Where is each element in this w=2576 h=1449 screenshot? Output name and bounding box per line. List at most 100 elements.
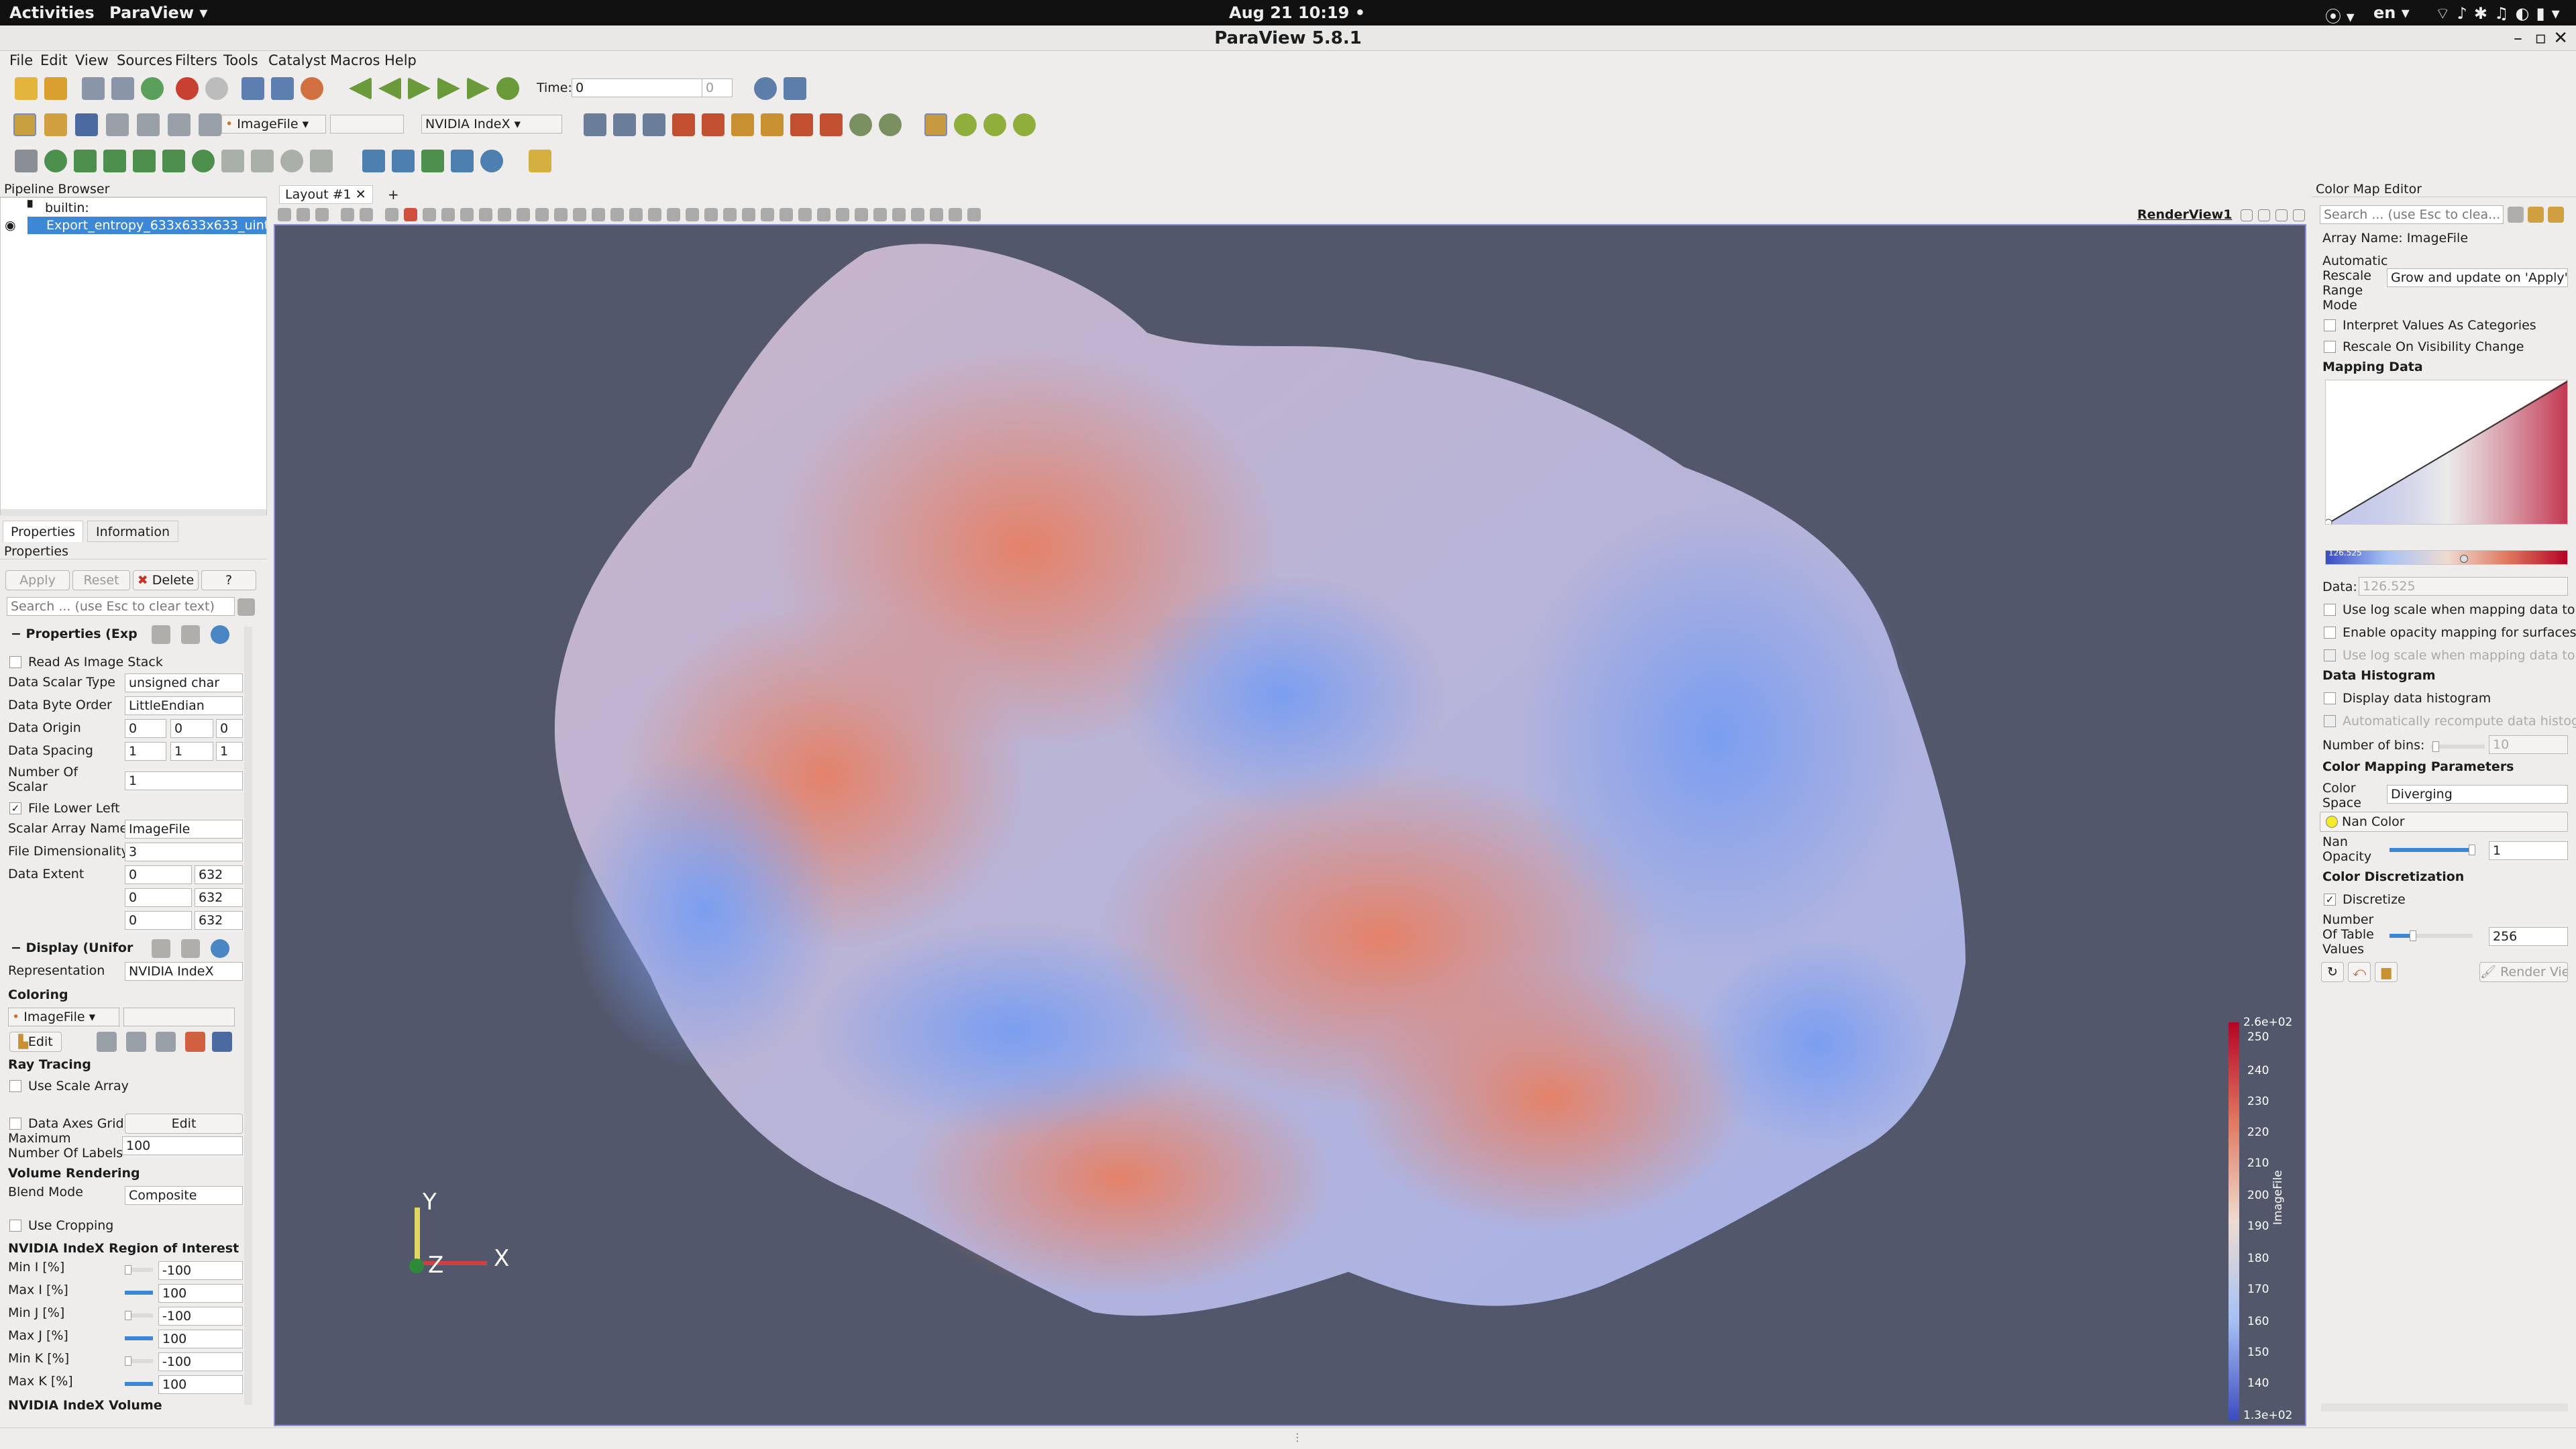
open-file-icon[interactable] (15, 77, 38, 100)
nan-opacity-input[interactable]: 1 (2489, 841, 2568, 860)
maximize-button[interactable]: ▫ (2534, 28, 2546, 48)
edit-icon[interactable] (421, 150, 444, 172)
color-by-select[interactable]: • ImageFile ▾ (221, 115, 326, 133)
roi-max-k-input[interactable]: 100 (158, 1375, 243, 1394)
pipeline-builtin[interactable]: builtin: (45, 201, 89, 215)
paste-icon[interactable] (181, 625, 200, 644)
view-toolbar-icon[interactable] (780, 208, 793, 221)
clip-icon[interactable] (74, 150, 97, 172)
connect-icon[interactable] (141, 77, 164, 100)
view-toolbar-icon[interactable] (360, 208, 373, 221)
copy-icon[interactable] (152, 625, 170, 644)
rescale-visible-icon[interactable] (168, 113, 191, 136)
display-reload-icon[interactable] (211, 939, 229, 958)
choose-preset-icon[interactable] (185, 1032, 205, 1052)
new-layout-tab-button[interactable]: + (388, 186, 399, 203)
rescale-range-icon[interactable] (199, 113, 221, 136)
zoom-to-data-icon[interactable] (613, 113, 636, 136)
menu-file[interactable]: File (9, 52, 34, 68)
extent-y-max-input[interactable]: 632 (195, 888, 243, 907)
glyph-icon[interactable] (192, 150, 215, 172)
zoom-box-icon[interactable] (643, 113, 665, 136)
reload-icon[interactable] (211, 625, 229, 644)
app-menu[interactable]: ParaView ▾ (109, 3, 208, 22)
tab-layout-1[interactable]: Layout #1 ✕ (279, 185, 373, 204)
save-state-icon[interactable] (111, 77, 134, 100)
snowflake-icon[interactable] (480, 150, 503, 172)
view-plus-x-icon[interactable] (672, 113, 695, 136)
view-toolbar-icon[interactable] (930, 208, 943, 221)
blend-mode-select[interactable]: Composite (125, 1186, 243, 1205)
view-toolbar-icon[interactable] (441, 208, 455, 221)
rescale-data-icon[interactable] (97, 1032, 117, 1052)
cme-gear-icon[interactable] (2508, 207, 2524, 223)
view-toolbar-icon[interactable] (423, 208, 436, 221)
view-toolbar-icon[interactable] (573, 208, 586, 221)
color-legend-bar[interactable] (2229, 1022, 2239, 1421)
spacing-y-input[interactable]: 1 (170, 742, 213, 761)
delete-button[interactable]: ✖ Delete (133, 570, 199, 590)
opacity-transfer-editor[interactable] (2325, 380, 2568, 525)
calculator-icon[interactable] (15, 150, 38, 172)
opacity-mapping-checkbox[interactable] (2324, 627, 2336, 639)
view-toolbar-icon[interactable] (517, 208, 530, 221)
slider-handle[interactable] (125, 1265, 131, 1275)
max-labels-input[interactable]: 100 (122, 1136, 243, 1155)
recent-files-icon[interactable] (44, 77, 67, 100)
menu-macros[interactable]: Macros (330, 52, 380, 68)
menu-catalyst[interactable]: Catalyst (268, 52, 327, 68)
view-plus-z-icon[interactable] (790, 113, 813, 136)
view-toolbar-icon[interactable] (404, 208, 417, 221)
extent-y-min-input[interactable]: 0 (125, 888, 192, 907)
properties-search-input[interactable]: Search ... (use Esc to clear text) (7, 597, 235, 616)
roi-max-i-input[interactable]: 100 (158, 1284, 243, 1303)
view-toolbar-icon[interactable] (873, 208, 887, 221)
view-toolbar-icon[interactable] (836, 208, 849, 221)
view-toolbar-icon[interactable] (460, 208, 474, 221)
reset-range-icon[interactable] (75, 113, 98, 136)
color-legend-toggle-icon[interactable] (13, 113, 36, 136)
last-frame-icon[interactable] (467, 77, 490, 100)
view-minus-y-icon[interactable] (761, 113, 784, 136)
coloring-component-select[interactable] (123, 1008, 235, 1026)
view-toolbar-icon[interactable] (315, 208, 329, 221)
view-minus-x-icon[interactable] (702, 113, 724, 136)
cme-search-input[interactable]: Search ... (use Esc to clea... (2320, 205, 2504, 224)
origin-z-input[interactable]: 0 (216, 719, 243, 738)
show-center-icon[interactable] (924, 113, 947, 136)
minimize-button[interactable]: – (2514, 28, 2522, 48)
view-toolbar-icon[interactable] (855, 208, 868, 221)
scalar-type-select[interactable]: unsigned char (125, 674, 243, 692)
histogram-icon[interactable] (451, 150, 474, 172)
display-section-header[interactable]: − Display (Unifor (11, 941, 133, 955)
slider-handle[interactable] (2410, 930, 2416, 941)
extent-x-max-input[interactable]: 632 (195, 865, 243, 884)
coloring-edit-button[interactable]: ▙Edit (9, 1032, 62, 1052)
roi-min-j-slider[interactable] (125, 1311, 153, 1320)
close-button[interactable]: ✕ (2553, 28, 2568, 48)
close-view-icon[interactable] (2293, 209, 2305, 221)
representation-select[interactable]: NVIDIA IndeX ▾ (421, 115, 562, 133)
view-toolbar-icon[interactable] (297, 208, 310, 221)
accessibility-icon[interactable]: ⦿ ▾ (2325, 7, 2355, 26)
cme-save-icon[interactable] (2548, 207, 2564, 223)
roi-min-k-slider[interactable] (125, 1356, 153, 1366)
tab-information[interactable]: Information (87, 521, 178, 542)
help-button[interactable]: ? (201, 570, 256, 590)
view-toolbar-icon[interactable] (385, 208, 398, 221)
roi-min-i-input[interactable]: -100 (158, 1261, 243, 1280)
next-frame-icon[interactable] (437, 77, 460, 100)
spacing-x-input[interactable]: 1 (125, 742, 166, 761)
view-toolbar-icon[interactable] (742, 208, 755, 221)
auto-histogram-checkbox[interactable] (2324, 715, 2336, 727)
use-cropping-checkbox[interactable] (9, 1220, 21, 1232)
use-scale-array-checkbox[interactable] (9, 1080, 21, 1092)
load-state-icon[interactable] (82, 77, 105, 100)
volume-rendering[interactable] (275, 225, 2305, 1425)
plot-over-line-icon[interactable] (362, 150, 385, 172)
reset-camera-icon[interactable] (584, 113, 606, 136)
view-toolbar-icon[interactable] (967, 208, 981, 221)
roi-max-j-input[interactable]: 100 (158, 1330, 243, 1348)
roi-min-j-input[interactable]: -100 (158, 1307, 243, 1326)
origin-x-input[interactable]: 0 (125, 719, 166, 738)
